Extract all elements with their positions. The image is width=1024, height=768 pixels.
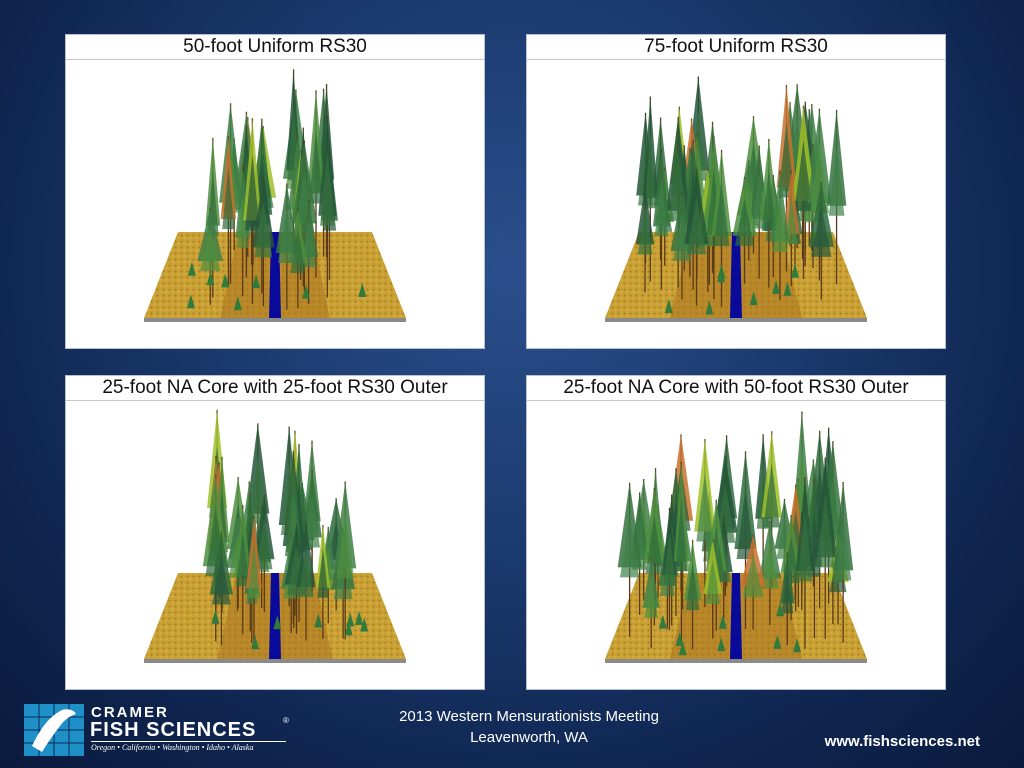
logo-text-cramer: CRAMER — [91, 704, 169, 721]
registered-mark: ® — [283, 716, 289, 725]
riparian-scene-image — [605, 411, 867, 663]
meeting-caption: 2013 Western Mensurationists Meeting Lea… — [354, 706, 704, 748]
panel-title: 50-foot Uniform RS30 — [66, 35, 484, 60]
cramer-fish-sciences-logo[interactable]: CRAMER FISH SCIENCES ® Oregon • Californ… — [24, 704, 294, 756]
riparian-scene-image — [144, 69, 406, 322]
panel-75-foot-uniform: 75-foot Uniform RS30 — [526, 34, 946, 349]
panel-50-foot-uniform: 50-foot Uniform RS30 — [65, 34, 485, 349]
logo-divider — [91, 741, 286, 742]
website-link[interactable]: www.fishsciences.net — [824, 733, 980, 750]
logo-tagline: Oregon • California • Washington • Idaho… — [91, 743, 254, 752]
riparian-scene-image — [144, 409, 406, 663]
meeting-name: 2013 Western Mensurationists Meeting — [399, 708, 659, 725]
meeting-location: Leavenworth, WA — [470, 729, 588, 746]
panel-title: 25-foot NA Core with 50-foot RS30 Outer — [527, 376, 945, 401]
panel-25-core-50-outer: 25-foot NA Core with 50-foot RS30 Outer — [526, 375, 946, 690]
logo-text-fish-sciences: FISH SCIENCES — [90, 719, 257, 741]
panel-title: 75-foot Uniform RS30 — [527, 35, 945, 60]
riparian-scene-image — [605, 76, 867, 322]
panel-25-core-25-outer: 25-foot NA Core with 25-foot RS30 Outer — [65, 375, 485, 690]
panel-title: 25-foot NA Core with 25-foot RS30 Outer — [66, 376, 484, 401]
fish-logo-icon — [24, 704, 84, 756]
